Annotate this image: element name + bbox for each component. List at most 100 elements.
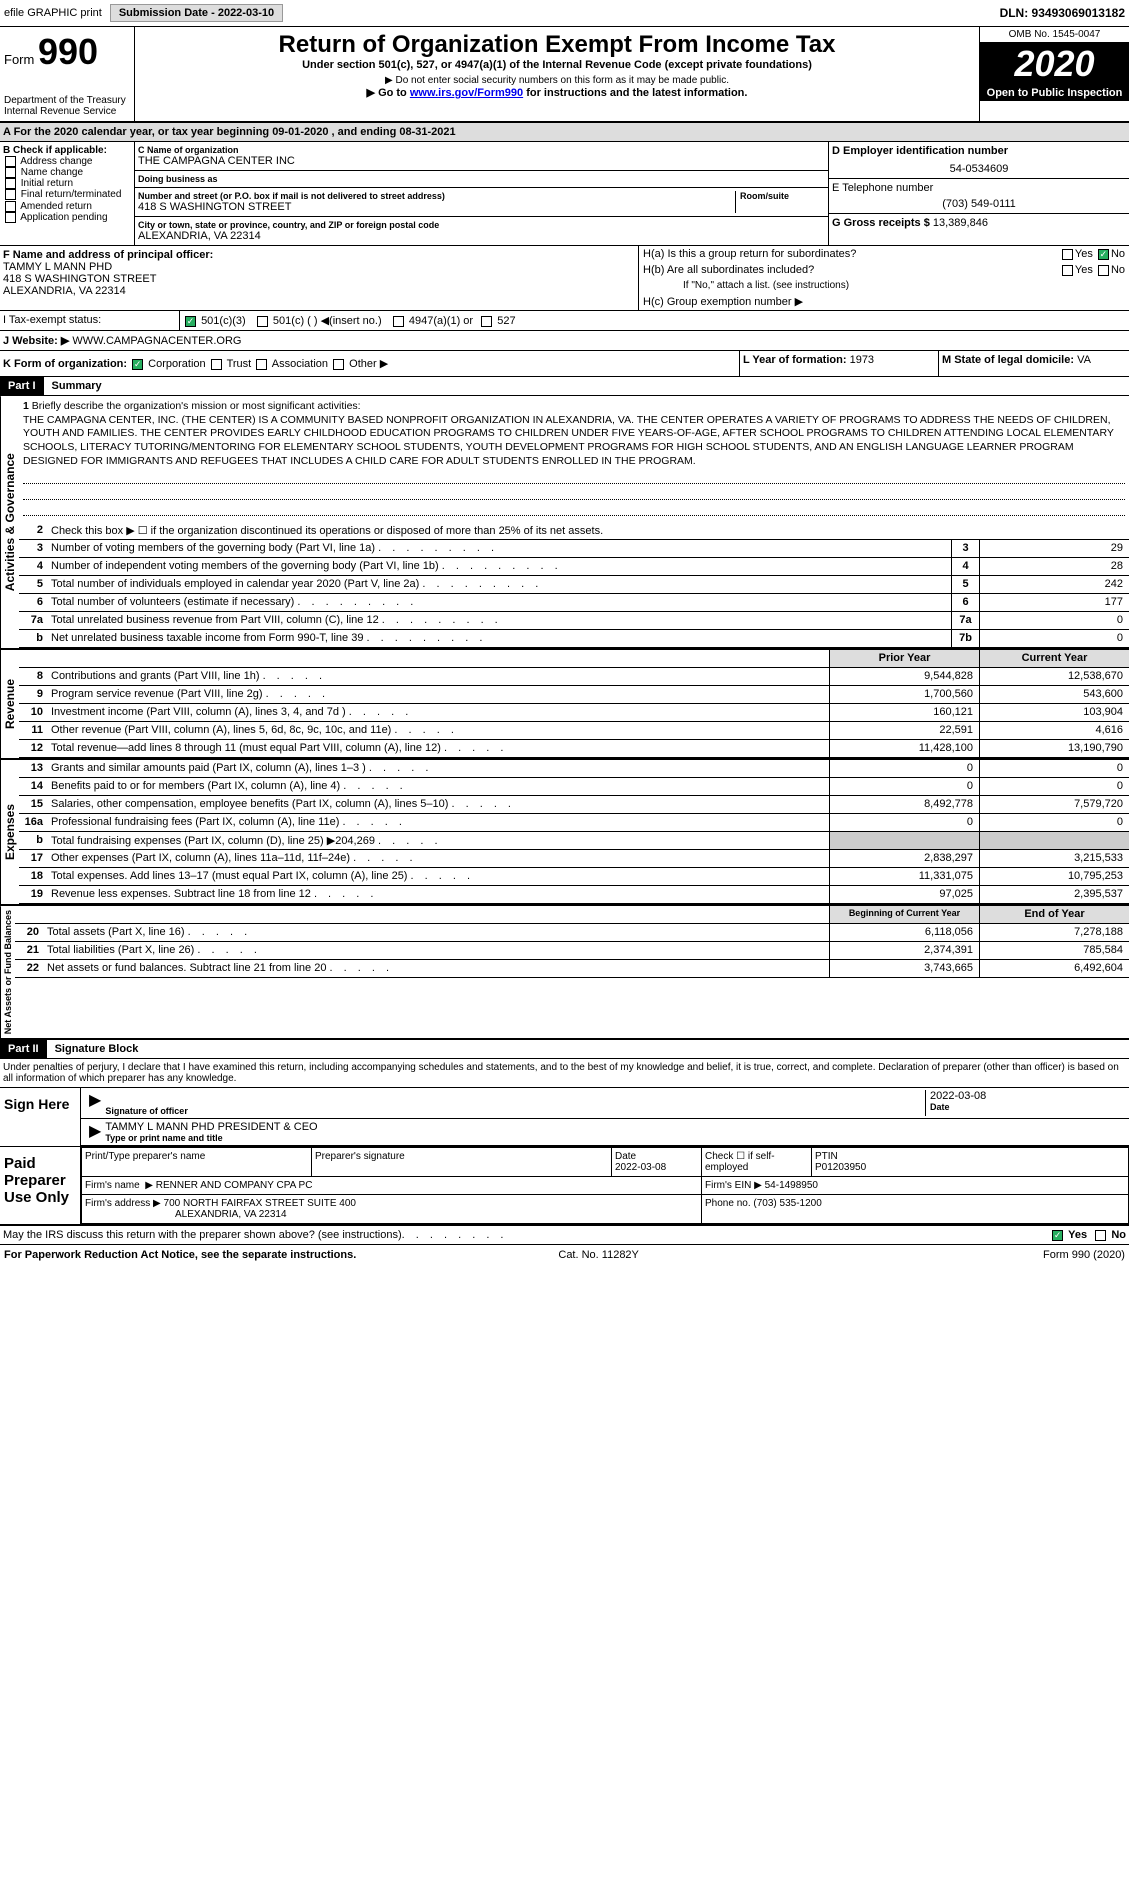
officer-addr1: 418 S WASHINGTON STREET xyxy=(3,273,635,285)
blank-line xyxy=(23,470,1125,484)
box-h: H(a) Is this a group return for subordin… xyxy=(639,246,1129,310)
ha-label: H(a) Is this a group return for subordin… xyxy=(643,248,856,260)
table-row: bTotal fundraising expenses (Part IX, co… xyxy=(19,832,1129,850)
line-2: 2 Check this box ▶ ☐ if the organization… xyxy=(19,522,1129,540)
discuss-no-checkbox[interactable] xyxy=(1095,1230,1106,1241)
part1-badge: Part I xyxy=(0,377,44,395)
street-label: Number and street (or P.O. box if mail i… xyxy=(138,191,735,201)
perjury-text: Under penalties of perjury, I declare th… xyxy=(0,1059,1129,1088)
box-m: M State of legal domicile: VA xyxy=(939,351,1129,376)
part2-title: Signature Block xyxy=(47,1040,147,1058)
table-row: 7aTotal unrelated business revenue from … xyxy=(19,612,1129,630)
firm-addr: ▶ 700 NORTH FAIRFAX STREET SUITE 400 xyxy=(153,1198,356,1209)
year-formation: 1973 xyxy=(850,354,874,366)
b-item: Amended return xyxy=(3,201,131,212)
self-employed-label: Check ☐ if self-employed xyxy=(702,1148,812,1177)
submission-date-button[interactable]: Submission Date - 2022-03-10 xyxy=(110,4,283,22)
table-row: 12Total revenue—add lines 8 through 11 (… xyxy=(19,740,1129,758)
city-value: ALEXANDRIA, VA 22314 xyxy=(138,230,825,242)
box-f: F Name and address of principal officer:… xyxy=(0,246,639,310)
header-right: OMB No. 1545-0047 2020 Open to Public In… xyxy=(979,27,1129,121)
street-value: 418 S WASHINGTON STREET xyxy=(138,201,735,213)
b-checkbox[interactable] xyxy=(5,156,16,167)
row-j: J Website: ▶ WWW.CAMPAGNACENTER.ORG xyxy=(0,331,1129,351)
table-row: 17Other expenses (Part IX, column (A), l… xyxy=(19,850,1129,868)
irs-link[interactable]: www.irs.gov/Form990 xyxy=(410,87,523,99)
prep-sig-label: Preparer's signature xyxy=(312,1148,612,1177)
signer-name: TAMMY L MANN PHD PRESIDENT & CEO xyxy=(105,1121,1125,1133)
dept-label: Department of the Treasury xyxy=(4,95,130,106)
box-fh: F Name and address of principal officer:… xyxy=(0,246,1129,311)
dba-label: Doing business as xyxy=(138,174,825,184)
form-header: Form 990 Department of the Treasury Inte… xyxy=(0,27,1129,123)
firm-name: ▶ RENNER AND COMPANY CPA PC xyxy=(145,1180,312,1191)
hb-yes-checkbox[interactable] xyxy=(1062,265,1073,276)
ptin-value: P01203950 xyxy=(815,1162,866,1173)
table-row: 3Number of voting members of the governi… xyxy=(19,540,1129,558)
vert-net: Net Assets or Fund Balances xyxy=(0,906,15,1038)
hb-no-checkbox[interactable] xyxy=(1098,265,1109,276)
blank-line xyxy=(23,486,1125,500)
officer-addr2: ALEXANDRIA, VA 22314 xyxy=(3,285,635,297)
info-link-row: ▶ Go to www.irs.gov/Form990 for instruct… xyxy=(139,86,975,99)
b-item: Initial return xyxy=(3,178,131,189)
b-checkbox[interactable] xyxy=(5,189,16,200)
i-501c-checkbox[interactable] xyxy=(257,316,268,327)
b-checkbox[interactable] xyxy=(5,167,16,178)
ha-no-checkbox[interactable] xyxy=(1098,249,1109,260)
ha-yes-checkbox[interactable] xyxy=(1062,249,1073,260)
section-revenue: Revenue Prior Year Current Year 8Contrib… xyxy=(0,650,1129,760)
hc-label: H(c) Group exemption number ▶ xyxy=(643,295,803,308)
sign-here-label: Sign Here xyxy=(0,1088,80,1146)
i-label: I Tax-exempt status: xyxy=(0,311,180,330)
gross-receipts: 13,389,846 xyxy=(933,217,988,229)
signer-name-label: Type or print name and title xyxy=(105,1133,1125,1143)
i-options: 501(c)(3) 501(c) ( ) ◀(insert no.) 4947(… xyxy=(180,311,1129,330)
website-value: WWW.CAMPAGNACENTER.ORG xyxy=(72,335,241,347)
b-checkbox[interactable] xyxy=(5,201,16,212)
open-inspection: Open to Public Inspection xyxy=(980,85,1129,101)
box-l: L Year of formation: 1973 xyxy=(739,351,939,376)
k-assoc-checkbox[interactable] xyxy=(256,359,267,370)
part1-header: Part I Summary xyxy=(0,377,1129,396)
table-row: 19Revenue less expenses. Subtract line 1… xyxy=(19,886,1129,904)
table-row: 11Other revenue (Part VIII, column (A), … xyxy=(19,722,1129,740)
line-a: A For the 2020 calendar year, or tax yea… xyxy=(0,123,1129,142)
tax-year: 2020 xyxy=(980,43,1129,85)
table-row: 20Total assets (Part X, line 16) . . . .… xyxy=(15,924,1129,942)
table-row: bNet unrelated business taxable income f… xyxy=(19,630,1129,648)
vert-governance: Activities & Governance xyxy=(0,396,19,648)
end-year-header: End of Year xyxy=(979,906,1129,923)
form-subtitle: Under section 501(c), 527, or 4947(a)(1)… xyxy=(139,59,975,71)
firm-addr2: ALEXANDRIA, VA 22314 xyxy=(175,1209,287,1220)
top-bar: efile GRAPHIC print Submission Date - 20… xyxy=(0,0,1129,27)
omb-number: OMB No. 1545-0047 xyxy=(980,27,1129,43)
page-footer: For Paperwork Reduction Act Notice, see … xyxy=(0,1245,1129,1265)
k-corp-checkbox[interactable] xyxy=(132,359,143,370)
f-label: F Name and address of principal officer: xyxy=(3,249,635,261)
vert-expenses: Expenses xyxy=(0,760,19,904)
k-other-checkbox[interactable] xyxy=(333,359,344,370)
k-trust-checkbox[interactable] xyxy=(211,359,222,370)
mission-text: THE CAMPAGNA CENTER, INC. (THE CENTER) I… xyxy=(23,414,1114,467)
header-left: Form 990 Department of the Treasury Inte… xyxy=(0,27,135,121)
discuss-yes-checkbox[interactable] xyxy=(1052,1230,1063,1241)
table-row: 4Number of independent voting members of… xyxy=(19,558,1129,576)
phone-value: (703) 549-0111 xyxy=(832,194,1126,210)
i-501c3-checkbox[interactable] xyxy=(185,316,196,327)
b-checkbox[interactable] xyxy=(5,178,16,189)
table-row: 16aProfessional fundraising fees (Part I… xyxy=(19,814,1129,832)
ein-value: 54-0534609 xyxy=(832,157,1126,175)
discuss-text: May the IRS discuss this return with the… xyxy=(3,1229,402,1241)
e-label: E Telephone number xyxy=(832,182,1126,194)
i-4947-checkbox[interactable] xyxy=(393,316,404,327)
paid-preparer-block: Paid Preparer Use Only Print/Type prepar… xyxy=(0,1147,1129,1226)
hb-label: H(b) Are all subordinates included? xyxy=(643,264,814,276)
org-name: THE CAMPAGNA CENTER INC xyxy=(138,155,825,167)
i-527-checkbox[interactable] xyxy=(481,316,492,327)
b-checkbox[interactable] xyxy=(5,212,16,223)
d-label: D Employer identification number xyxy=(832,145,1126,157)
current-year-header: Current Year xyxy=(979,650,1129,667)
city-label: City or town, state or province, country… xyxy=(138,220,825,230)
room-label: Room/suite xyxy=(740,191,825,201)
